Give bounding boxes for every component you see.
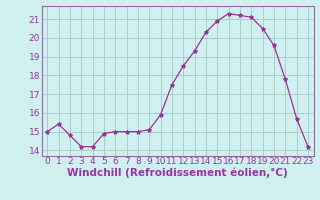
X-axis label: Windchill (Refroidissement éolien,°C): Windchill (Refroidissement éolien,°C) (67, 168, 288, 178)
